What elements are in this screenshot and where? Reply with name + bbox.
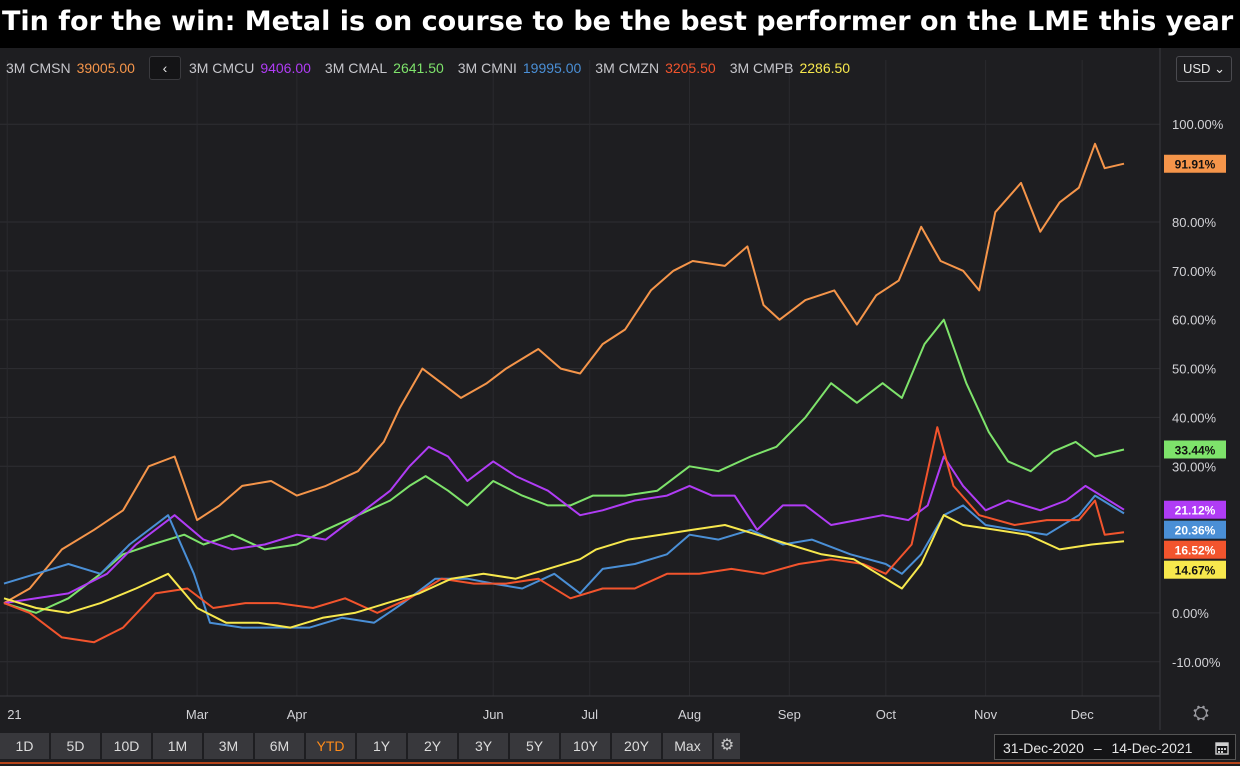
range-button[interactable]: 10D [102, 733, 151, 759]
range-toolbar: 1D 5D 10D 1M 3M 6M YTD 1Y 2Y 3Y 5Y 10Y 2… [0, 730, 1240, 766]
y-tick-label: 70.00% [1172, 264, 1217, 279]
end-value-label: 21.12% [1175, 504, 1216, 518]
legend-name: 3M CMNI [457, 60, 517, 76]
gear-icon[interactable]: ⚙ [714, 733, 740, 759]
end-value-label: 14.67% [1175, 564, 1216, 578]
y-tick-label: 0.00% [1172, 606, 1209, 621]
date-range-start: 31-Dec-2020 [1003, 740, 1084, 756]
currency-select[interactable]: USD ⌄ [1176, 56, 1232, 82]
legend-name: 3M CMSN [6, 60, 71, 76]
x-tick-label: Aug [678, 707, 701, 722]
legend: 3M CMSN 39005.00 ‹ 3M CMCU 9406.00 3M CM… [6, 56, 864, 80]
x-tick-label: Oct [876, 707, 897, 722]
legend-value: 2641.50 [393, 60, 444, 76]
legend-value: 19995.00 [522, 60, 582, 76]
series-line-3m-cmal [3, 318, 1125, 614]
range-button[interactable]: 6M [255, 733, 304, 759]
range-buttons: 1D 5D 10D 1M 3M 6M YTD 1Y 2Y 3Y 5Y 10Y 2… [0, 733, 740, 759]
y-tick-label: 50.00% [1172, 362, 1217, 377]
end-value-label: 33.44% [1175, 443, 1216, 457]
y-tick-label: 60.00% [1172, 313, 1217, 328]
chevron-down-icon: ⌄ [1214, 61, 1225, 76]
range-button[interactable]: 20Y [612, 733, 661, 759]
range-button[interactable]: 10Y [561, 733, 610, 759]
end-value-badge [1164, 560, 1226, 579]
series-line-3m-cmcu [3, 445, 1125, 605]
legend-scroll-left-icon[interactable]: ‹ [148, 56, 181, 80]
x-tick-label: Mar [186, 707, 209, 722]
end-value-label: 16.52% [1175, 544, 1216, 558]
chart-settings-icon[interactable]: ⛭ [1193, 702, 1209, 724]
end-value-badge [1164, 520, 1226, 539]
range-button[interactable]: 1Y [357, 733, 406, 759]
currency-label: USD [1183, 61, 1211, 76]
x-tick-label: Jul [581, 707, 598, 722]
range-button[interactable]: 5Y [510, 733, 559, 759]
y-tick-label: -10.00% [1172, 655, 1221, 670]
end-value-badge [1164, 500, 1226, 519]
legend-value: 9406.00 [260, 60, 311, 76]
legend-value: 2286.50 [799, 60, 851, 76]
line-chart[interactable]: -10.00% 0.00% 30.00% 40.00% 50.00% 60.00% 70.0… [0, 48, 1240, 730]
legend-name: 3M CMCU [188, 60, 255, 76]
x-tick-label: 21 [7, 707, 21, 722]
y-tick-label: 30.00% [1172, 459, 1217, 474]
date-range-picker[interactable]: 31-Dec-2020 – 14-Dec-2021 [994, 734, 1236, 760]
chart-panel: -10.00% 0.00% 30.00% 40.00% 50.00% 60.00% 70.0… [0, 48, 1240, 766]
range-button[interactable]: 1D [0, 733, 49, 759]
series-line-3m-cmsn [3, 142, 1125, 604]
legend-name: 3M CMAL [324, 60, 388, 76]
x-tick-label: Dec [1071, 707, 1095, 722]
legend-value: 39005.00 [76, 60, 135, 76]
end-value-label: 91.91% [1175, 158, 1216, 172]
date-range-separator: – [1093, 740, 1102, 756]
y-tick-label: 100.00% [1172, 117, 1224, 132]
y-tick-label: 40.00% [1172, 410, 1217, 425]
legend-value: 3205.50 [665, 60, 716, 76]
y-tick-label: 80.00% [1172, 215, 1217, 230]
chart-headline: Tin for the win: Metal is on course to b… [0, 0, 1240, 48]
end-value-badge [1164, 440, 1226, 459]
end-value-badge [1164, 540, 1226, 559]
x-tick-label: Sep [778, 707, 801, 722]
x-tick-label: Apr [287, 707, 308, 722]
series-line-3m-cmpb [3, 514, 1125, 629]
bottom-accent-rule [0, 762, 1240, 764]
range-button[interactable]: YTD [306, 733, 355, 759]
end-value-badge [1164, 154, 1226, 173]
range-button[interactable]: 3M [204, 733, 253, 759]
end-value-label: 20.36% [1175, 524, 1216, 538]
x-tick-label: Nov [974, 707, 998, 722]
plot-background [0, 48, 1240, 730]
range-button[interactable]: 1M [153, 733, 202, 759]
range-button[interactable]: 5D [51, 733, 100, 759]
range-button[interactable]: 3Y [459, 733, 508, 759]
date-range-end: 14-Dec-2021 [1111, 740, 1193, 756]
range-button[interactable]: Max [663, 733, 712, 759]
calendar-icon[interactable] [1215, 735, 1229, 763]
x-tick-label: Jun [483, 707, 504, 722]
legend-name: 3M CMZN [595, 60, 660, 76]
range-button[interactable]: 2Y [408, 733, 457, 759]
legend-name: 3M CMPB [729, 60, 794, 76]
series-line-3m-cmzn [3, 426, 1125, 644]
